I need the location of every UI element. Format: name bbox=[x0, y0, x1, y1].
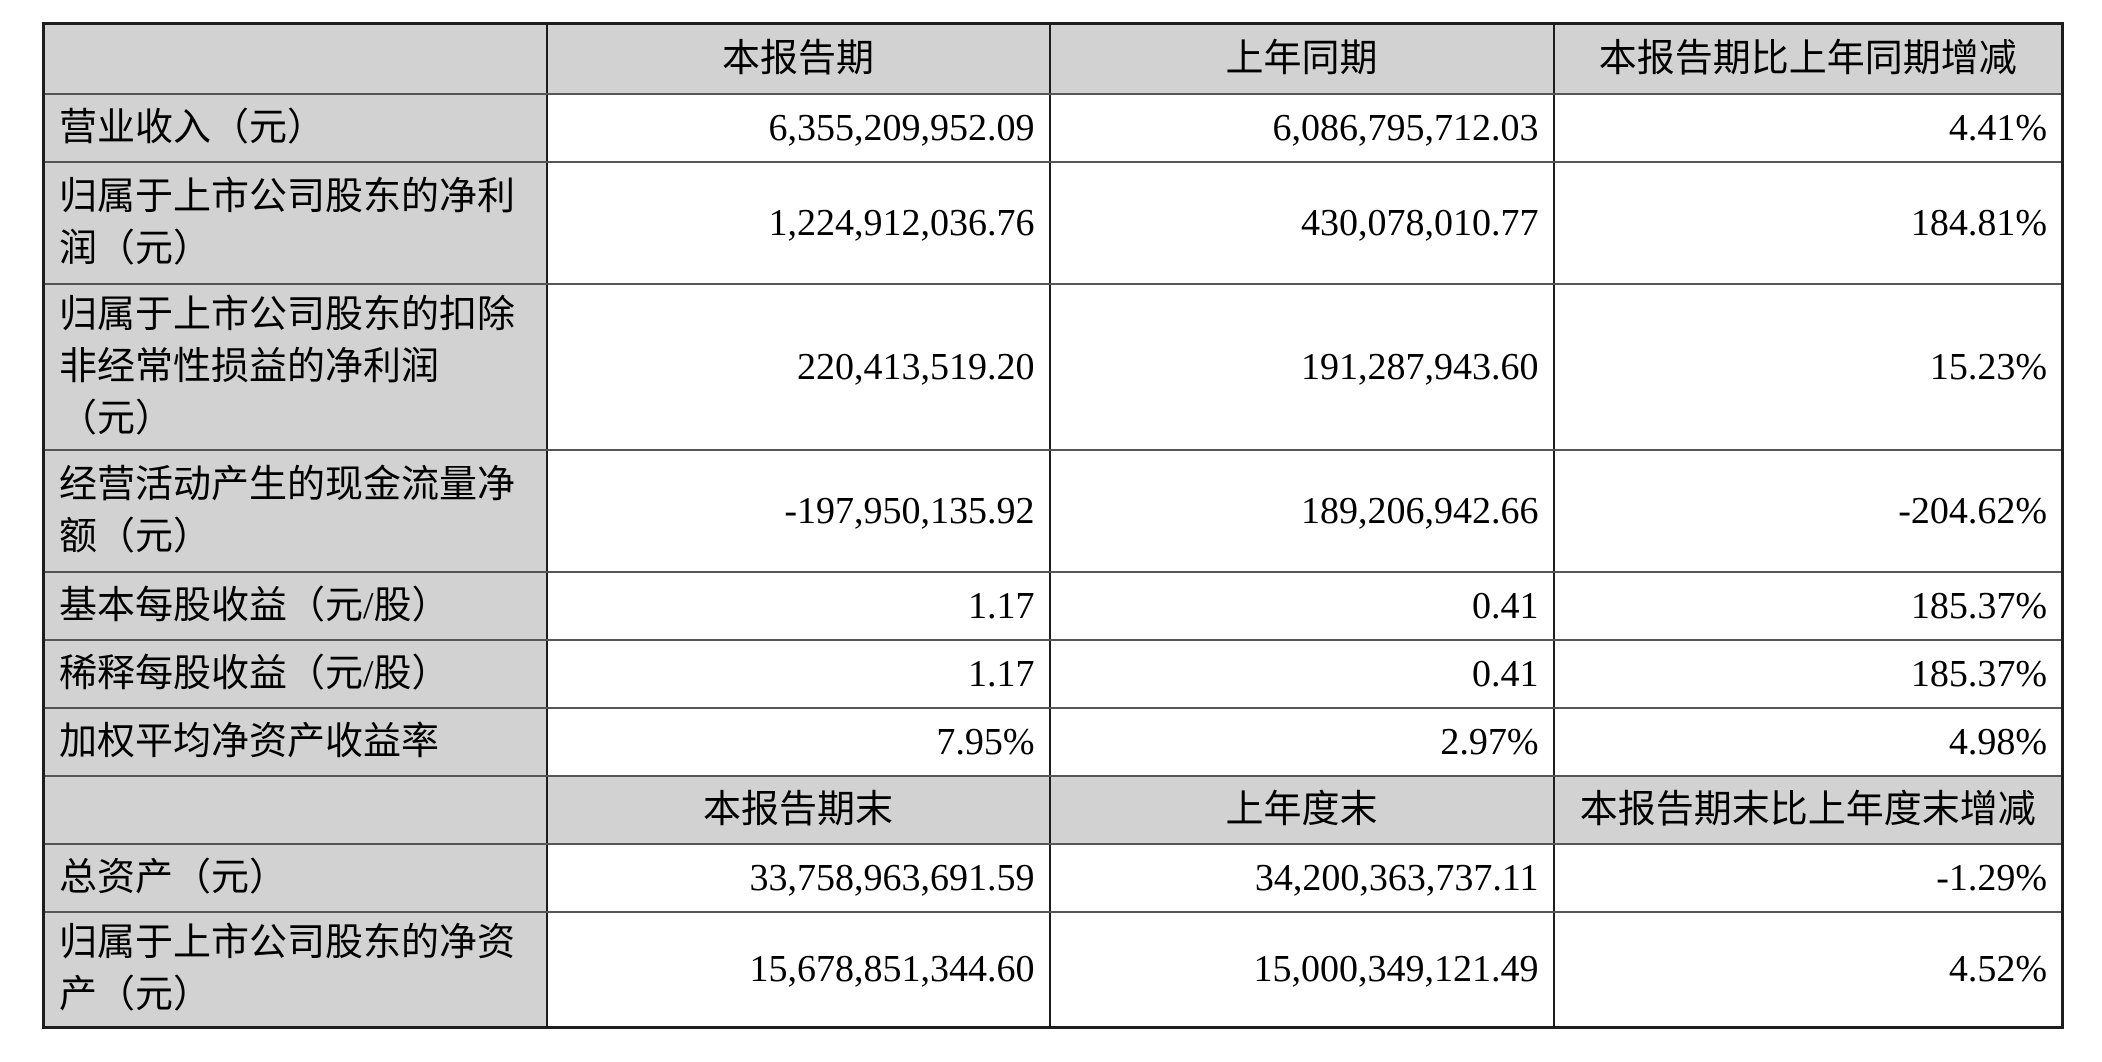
value-prior: 34,200,363,737.11 bbox=[1048, 842, 1555, 913]
table-row-weighted-avg-roe: 加权平均净资产收益率 7.95% 2.97% 4.98% bbox=[42, 706, 2064, 777]
header-empty-cell bbox=[42, 774, 548, 845]
value-change: 185.37% bbox=[1552, 638, 2064, 709]
row-label: 稀释每股收益（元/股） bbox=[59, 652, 450, 695]
value-current: 6,355,209,952.09 bbox=[545, 92, 1051, 163]
value-prior: 191,287,943.60 bbox=[1048, 282, 1555, 451]
value-prior: 15,000,349,121.49 bbox=[1048, 910, 1555, 1029]
row-label: 归属于上市公司股东的净利润（元） bbox=[59, 175, 516, 270]
row-label-cell: 营业收入（元） bbox=[42, 92, 548, 163]
value-current: 1,224,912,036.76 bbox=[545, 160, 1051, 285]
table-header-row-period: 本报告期 上年同期 本报告期比上年同期增减 bbox=[42, 22, 2064, 95]
row-label-cell: 归属于上市公司股东的净资产（元） bbox=[42, 910, 548, 1029]
value-change: 184.81% bbox=[1552, 160, 2064, 285]
row-label-cell: 加权平均净资产收益率 bbox=[42, 706, 548, 777]
table-row-diluted-eps: 稀释每股收益（元/股） 1.17 0.41 185.37% bbox=[42, 638, 2064, 709]
value-change: 4.52% bbox=[1552, 910, 2064, 1029]
row-label: 归属于上市公司股东的扣除非经常性损益的净利润（元） bbox=[59, 293, 516, 440]
financial-summary-table: 本报告期 上年同期 本报告期比上年同期增减 营业收入（元） 6,355,209,… bbox=[42, 22, 2064, 1029]
value-current: 7.95% bbox=[545, 706, 1051, 777]
row-label: 基本每股收益（元/股） bbox=[59, 584, 450, 627]
value-current: 33,758,963,691.59 bbox=[545, 842, 1051, 913]
row-label-cell: 稀释每股收益（元/股） bbox=[42, 638, 548, 709]
row-label-cell: 归属于上市公司股东的净利润（元） bbox=[42, 160, 548, 285]
value-prior: 430,078,010.77 bbox=[1048, 160, 1555, 285]
table-row-total-assets: 总资产（元） 33,758,963,691.59 34,200,363,737.… bbox=[42, 842, 2064, 913]
table-row-net-profit-excl-nonrecurring: 归属于上市公司股东的扣除非经常性损益的净利润（元） 220,413,519.20… bbox=[42, 282, 2064, 451]
header-period-end-change: 本报告期末比上年度末增减 bbox=[1552, 774, 2064, 845]
value-change: 4.98% bbox=[1552, 706, 2064, 777]
value-current: 15,678,851,344.60 bbox=[545, 910, 1051, 1029]
row-label: 经营活动产生的现金流量净额（元） bbox=[59, 463, 516, 558]
value-current: 1.17 bbox=[545, 638, 1051, 709]
row-label-cell: 归属于上市公司股东的扣除非经常性损益的净利润（元） bbox=[42, 282, 548, 451]
value-prior: 0.41 bbox=[1048, 638, 1555, 709]
row-label: 加权平均净资产收益率 bbox=[59, 720, 440, 763]
row-label-cell: 总资产（元） bbox=[42, 842, 548, 913]
header-empty-cell bbox=[42, 22, 548, 95]
value-current: 1.17 bbox=[545, 570, 1051, 641]
row-label-cell: 经营活动产生的现金流量净额（元） bbox=[42, 448, 548, 573]
value-prior: 189,206,942.66 bbox=[1048, 448, 1555, 573]
table-row-operating-cash-flow: 经营活动产生的现金流量净额（元） -197,950,135.92 189,206… bbox=[42, 448, 2064, 573]
table-row-revenue: 营业收入（元） 6,355,209,952.09 6,086,795,712.0… bbox=[42, 92, 2064, 163]
header-period-change: 本报告期比上年同期增减 bbox=[1552, 22, 2064, 95]
row-label-cell: 基本每股收益（元/股） bbox=[42, 570, 548, 641]
value-current: -197,950,135.92 bbox=[545, 448, 1051, 573]
value-change: 4.41% bbox=[1552, 92, 2064, 163]
header-current-period-end: 本报告期末 bbox=[545, 774, 1051, 845]
value-change: -1.29% bbox=[1552, 842, 2064, 913]
header-prior-period: 上年同期 bbox=[1048, 22, 1555, 95]
value-change: -204.62% bbox=[1552, 448, 2064, 573]
table-row-net-assets: 归属于上市公司股东的净资产（元） 15,678,851,344.60 15,00… bbox=[42, 910, 2064, 1029]
value-prior: 6,086,795,712.03 bbox=[1048, 92, 1555, 163]
value-prior: 0.41 bbox=[1048, 570, 1555, 641]
row-label: 总资产（元） bbox=[59, 856, 288, 899]
table-row-net-profit: 归属于上市公司股东的净利润（元） 1,224,912,036.76 430,07… bbox=[42, 160, 2064, 285]
value-change: 185.37% bbox=[1552, 570, 2064, 641]
value-current: 220,413,519.20 bbox=[545, 282, 1051, 451]
table-header-row-period-end: 本报告期末 上年度末 本报告期末比上年度末增减 bbox=[42, 774, 2064, 845]
value-prior: 2.97% bbox=[1048, 706, 1555, 777]
row-label: 归属于上市公司股东的净资产（元） bbox=[59, 922, 516, 1017]
row-label: 营业收入（元） bbox=[59, 106, 326, 149]
header-prior-year-end: 上年度末 bbox=[1048, 774, 1555, 845]
header-current-period: 本报告期 bbox=[545, 22, 1051, 95]
table-row-basic-eps: 基本每股收益（元/股） 1.17 0.41 185.37% bbox=[42, 570, 2064, 641]
value-change: 15.23% bbox=[1552, 282, 2064, 451]
